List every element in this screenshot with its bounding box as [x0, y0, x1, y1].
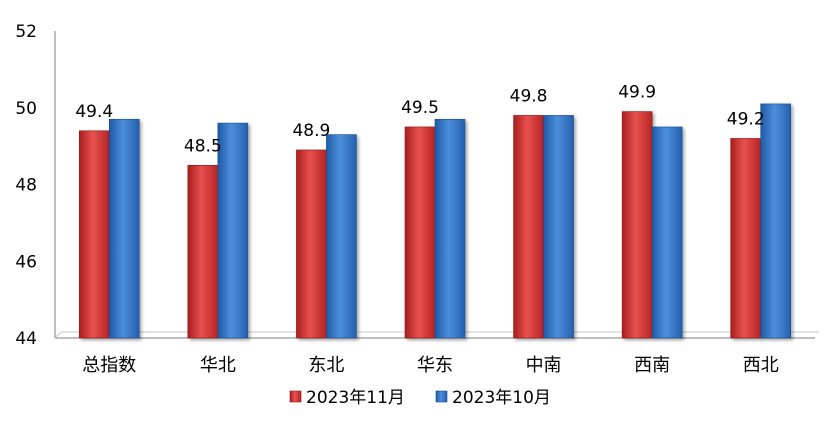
y-tick-label: 52 [15, 22, 37, 42]
x-category-label: 西南 [634, 355, 670, 376]
y-tick-label: 44 [15, 329, 37, 349]
data-label: 49.4 [75, 102, 113, 122]
x-category-label: 东北 [308, 355, 344, 376]
data-labels: 49.4 48.5 48.9 49.5 49.8 49.9 49.2 [75, 83, 764, 157]
y-tick-label: 50 [15, 99, 37, 119]
data-label: 49.9 [618, 83, 656, 103]
bar-series-2 [543, 115, 574, 339]
bar-series-2 [108, 118, 140, 339]
bars [78, 103, 792, 339]
data-label: 48.5 [184, 136, 222, 156]
y-tick-label: 48 [15, 176, 37, 196]
bar-series-1 [296, 149, 327, 339]
x-category-label: 中南 [526, 355, 562, 376]
x-category-label: 西北 [743, 355, 779, 376]
bar-series-2 [326, 134, 357, 339]
bar-series-2 [651, 126, 683, 339]
x-category-label: 华北 [200, 355, 236, 376]
legend: 2023年11月 2023年10月 [289, 388, 551, 408]
bar-series-1 [730, 138, 762, 339]
axes: 44 46 48 50 52 总指数 华北 东北 华东 中南 西南 西北 [15, 22, 819, 376]
data-label: 48.9 [292, 121, 330, 141]
bar-series-2 [434, 118, 466, 339]
axis-floor-edge [54, 331, 62, 339]
data-label: 49.8 [510, 86, 548, 106]
y-tick-label: 46 [15, 252, 37, 272]
legend-label: 2023年10月 [452, 388, 551, 408]
legend-label: 2023年11月 [306, 388, 405, 408]
bar-series-1 [621, 111, 653, 339]
bar-series-1 [513, 115, 544, 339]
data-label: 49.5 [401, 98, 439, 118]
bar-series-1 [78, 130, 110, 339]
legend-swatch [435, 390, 448, 403]
legend-swatch [289, 390, 302, 403]
bar-series-1 [187, 165, 219, 339]
data-label: 49.2 [727, 109, 765, 129]
bar-series-2 [217, 122, 249, 339]
bar-series-2 [760, 103, 792, 339]
x-category-label: 华东 [417, 355, 453, 376]
x-category-label: 总指数 [82, 355, 136, 376]
bar-series-1 [404, 126, 436, 339]
